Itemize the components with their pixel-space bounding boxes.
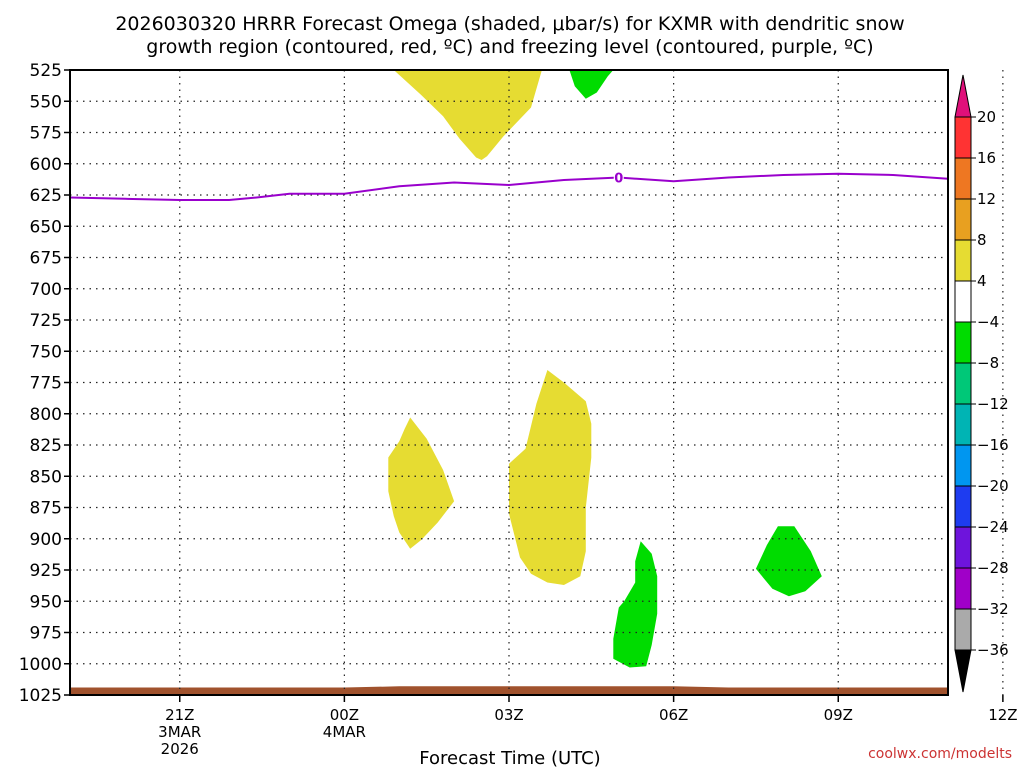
chart-title-line-2: growth region (contoured, red, ºC) and f…	[146, 36, 873, 58]
colorbar-label-12: −32	[977, 600, 1009, 618]
colorbar-label-4: 4	[977, 272, 987, 290]
colorbar-swatch-10	[954, 526, 972, 569]
y-tick-label-6: 675	[30, 249, 62, 269]
x-tick-sublabel-0-0: 3MAR	[158, 723, 201, 741]
colorbar-swatch-0	[954, 116, 972, 159]
y-tick-label-7: 700	[30, 280, 62, 300]
y-tick-label-4: 625	[30, 186, 62, 206]
colorbar-label-6: −8	[977, 354, 999, 372]
y-tick-label-0: 525	[30, 61, 62, 81]
y-tick-label-13: 850	[30, 467, 62, 487]
colorbar-swatch-4	[954, 280, 972, 323]
colorbar-swatch-1	[954, 157, 972, 200]
y-tick-label-19: 1000	[19, 655, 62, 675]
colorbar-label-13: −36	[977, 641, 1009, 659]
freezing-level-line	[70, 172, 948, 201]
colorbar-swatch-9	[954, 485, 972, 528]
surface-terrain	[70, 686, 948, 695]
y-tick-label-3: 600	[30, 155, 62, 175]
y-tick-label-5: 650	[30, 217, 62, 237]
y-tick-label-15: 900	[30, 530, 62, 550]
colorbar-label-10: −24	[977, 518, 1009, 536]
omega-region-3	[509, 370, 592, 585]
y-tick-label-12: 825	[30, 436, 62, 456]
colorbar-swatch-8	[954, 444, 972, 487]
omega-region-1	[569, 70, 614, 99]
colorbar-label-3: 8	[977, 231, 987, 249]
colorbar-swatch-3	[954, 239, 972, 282]
colorbar: 20 16 12 8 4 −4 −8 −12 −16 −20 −24 −28 −32 −36	[954, 74, 1009, 693]
credit-text: coolwx.com/modelts	[868, 746, 1012, 762]
y-tick-label-2: 575	[30, 124, 62, 144]
omega-region-5	[755, 526, 822, 597]
omega-region-4	[613, 541, 658, 668]
x-tick-label-4: 09Z	[824, 706, 853, 724]
x-axis-label: Forecast Time (UTC)	[419, 748, 600, 768]
colorbar-label-11: −28	[977, 559, 1009, 577]
colorbar-swatch-6	[954, 362, 972, 405]
colorbar-swatch-7	[954, 403, 972, 446]
gridlines	[70, 70, 1004, 695]
colorbar-label-5: −4	[977, 313, 999, 331]
colorbar-swatch-2	[954, 198, 972, 241]
colorbar-swatch-11	[954, 567, 972, 610]
colorbar-swatch-12	[954, 608, 972, 651]
x-tick-label-5: 12Z	[988, 706, 1017, 724]
x-tick-label-1: 00Z	[330, 706, 359, 724]
colorbar-label-9: −20	[977, 477, 1009, 495]
surface-fill	[70, 686, 948, 695]
omega-region-0	[393, 70, 542, 160]
y-tick-label-16: 925	[30, 561, 62, 581]
y-tick-label-17: 950	[30, 592, 62, 612]
y-tick-label-18: 975	[30, 624, 62, 644]
y-tick-label-9: 750	[30, 342, 62, 362]
colorbar-label-2: 12	[977, 190, 996, 208]
colorbar-label-7: −12	[977, 395, 1009, 413]
x-tick-label-2: 03Z	[494, 706, 523, 724]
y-tick-label-8: 725	[30, 311, 62, 331]
y-tick-label-14: 875	[30, 499, 62, 519]
freezing-level-label-0: 0	[614, 172, 623, 187]
colorbar-top-arrow	[954, 74, 972, 118]
freezing-level-label-bg-0	[613, 169, 624, 185]
x-tick-label-0: 21Z	[165, 706, 194, 724]
chart-title-line-1: 2026030320 HRRR Forecast Omega (shaded, …	[115, 13, 904, 35]
y-axis: 525 550 575 600 625 650 675 700 725 750 775 800 825 8…	[19, 61, 70, 706]
x-tick-sublabel-0-1: 2026	[161, 740, 199, 758]
colorbar-label-0: 20	[977, 108, 996, 126]
y-tick-label-20: 1025	[19, 686, 62, 706]
y-tick-label-1: 550	[30, 92, 62, 112]
x-tick-label-3: 06Z	[659, 706, 688, 724]
colorbar-label-8: −16	[977, 436, 1009, 454]
x-tick-sublabel-1-0: 4MAR	[323, 723, 366, 741]
y-tick-label-11: 800	[30, 405, 62, 425]
colorbar-label-1: 16	[977, 149, 996, 167]
omega-shaded-regions	[388, 70, 822, 668]
colorbar-swatch-5	[954, 321, 972, 364]
y-tick-label-10: 775	[30, 374, 62, 394]
colorbar-bottom-arrow	[954, 649, 972, 693]
omega-region-2	[388, 417, 455, 549]
